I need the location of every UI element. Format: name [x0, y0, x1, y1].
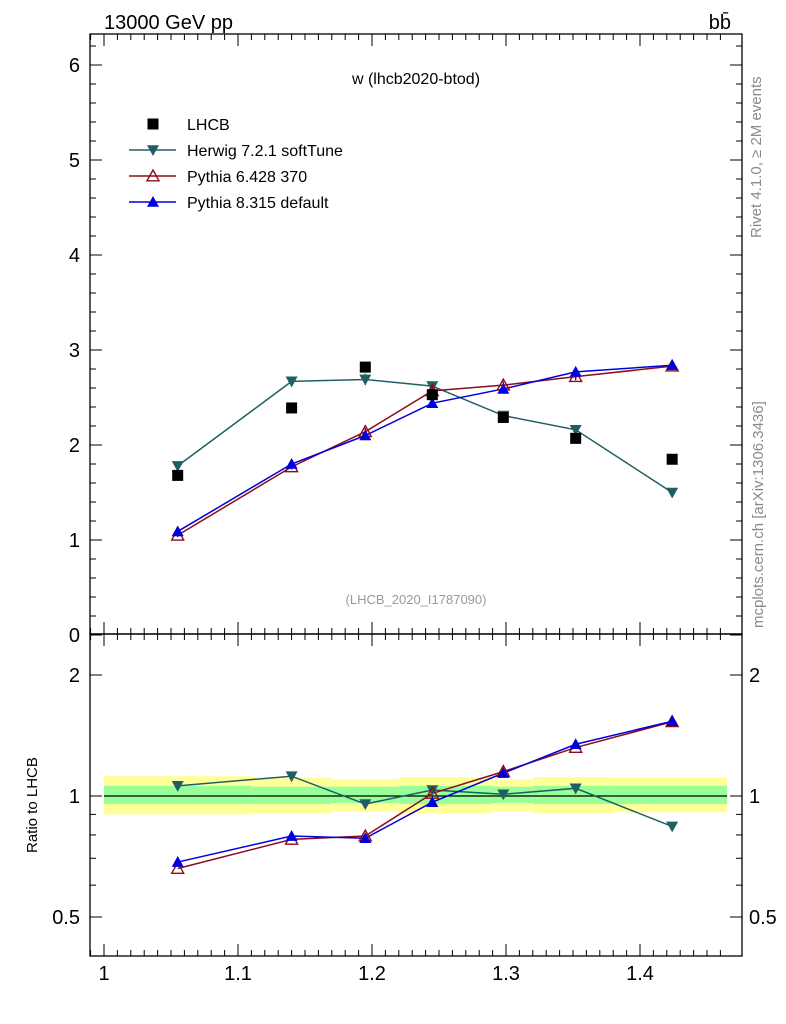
legend-marker-data: [147, 118, 159, 130]
data-point: [497, 411, 509, 423]
series-marker-main: [569, 365, 582, 377]
ratio-y-tick-label: 2: [69, 665, 80, 687]
series-marker-ratio: [359, 832, 372, 844]
legend-marker: [145, 168, 161, 182]
data-point: [286, 402, 298, 414]
chart-title: w (lhcb2020-btod): [351, 71, 480, 88]
band-green: [331, 786, 399, 804]
series-marker-main: [497, 382, 510, 394]
ratio-y-tick-label-right: 0.5: [749, 907, 777, 929]
series-marker-ratio: [171, 781, 184, 792]
y-tick-label: 6: [69, 55, 80, 77]
y-tick-label: 5: [69, 150, 80, 172]
x-tick-label: 1: [98, 963, 109, 985]
rivet-version-label: Rivet 4.1.0, ≥ 2M events: [748, 76, 765, 238]
legend-marker: [147, 145, 159, 156]
series-marker-main: [666, 359, 679, 370]
plot-frames: [89, 33, 743, 957]
ratio-uncertainty-bands: [104, 776, 728, 815]
series-marker-ratio: [569, 738, 582, 750]
ratio-y-tick-label: 1: [69, 786, 80, 808]
x-tick-label: 1.3: [492, 963, 520, 985]
series-marker-main: [426, 397, 439, 408]
series-marker-main: [171, 525, 184, 537]
legend: LHCB Herwig 7.2.1 softTune Pythia 6.428 37…: [129, 117, 343, 212]
ratio-axis-label: Ratio to LHCB: [24, 757, 41, 853]
series-marker-main: [359, 374, 372, 386]
legend-label-data: LHCB: [187, 117, 230, 134]
series-marker-main: [285, 376, 298, 388]
series-line-main: [177, 365, 673, 536]
y-tick-label: 2: [69, 435, 80, 457]
x-tick-label: 1.4: [626, 963, 654, 985]
series-marker-main: [569, 425, 582, 436]
y-tick-label: 3: [69, 340, 80, 362]
process-label: bb̄: [709, 11, 731, 34]
band-green: [104, 785, 252, 805]
series-marker-ratio: [426, 785, 439, 796]
series-marker-ratio: [666, 821, 679, 833]
data-markers: [170, 358, 680, 875]
data-point: [172, 469, 184, 481]
tick-labels: 0 1 2 3 4 5 6 1 1.1 1.2 1.3 1.4 0.5 0.5 1 1 2 2: [52, 55, 777, 985]
axis-ticks: [90, 34, 742, 956]
series-marker-main: [171, 461, 184, 472]
series-marker-ratio: [170, 861, 185, 875]
legend-label: Pythia 6.428 370: [187, 169, 307, 186]
band-green: [492, 786, 533, 804]
data-point: [359, 361, 371, 373]
series-line-main: [177, 364, 673, 533]
ratio-y-tick-label: 0.5: [52, 907, 80, 929]
x-tick-label: 1.1: [224, 963, 252, 985]
y-tick-label: 0: [69, 625, 80, 647]
legend-label: Herwig 7.2.1 softTune: [187, 143, 343, 160]
legend-marker: [147, 196, 159, 207]
series-marker-main: [359, 429, 372, 441]
y-tick-label: 4: [69, 245, 80, 267]
ratio-y-tick-label-right: 2: [749, 665, 760, 687]
x-tick-label: 1.2: [358, 963, 386, 985]
data-point: [666, 453, 678, 465]
series-marker-ratio: [359, 799, 372, 811]
mcplots-label: mcplots.cern.ch [arXiv:1306.3436]: [750, 401, 767, 628]
series-marker-main: [666, 487, 679, 499]
series-marker-ratio: [285, 830, 298, 841]
legend-label: Pythia 8.315 default: [187, 195, 329, 212]
series-marker-main: [285, 458, 298, 469]
energy-label: 13000 GeV pp: [104, 12, 233, 34]
series-line-main: [177, 378, 673, 494]
data-point: [570, 432, 582, 444]
series-marker-ratio: [285, 771, 298, 783]
series-marker-ratio: [569, 783, 582, 795]
ratio-panel-frame: [89, 633, 743, 957]
analysis-tag: (LHCB_2020_I1787090): [346, 592, 487, 607]
series-marker-ratio: [171, 856, 184, 867]
series-marker-ratio: [426, 796, 439, 808]
data-point: [426, 389, 438, 401]
ratio-y-tick-label-right: 1: [749, 786, 760, 808]
series-marker-ratio: [497, 789, 510, 801]
y-tick-label: 1: [69, 530, 80, 552]
band-green: [613, 785, 728, 805]
series-marker-ratio: [497, 767, 510, 778]
series-marker-ratio: [666, 715, 679, 726]
band-green: [251, 786, 332, 805]
